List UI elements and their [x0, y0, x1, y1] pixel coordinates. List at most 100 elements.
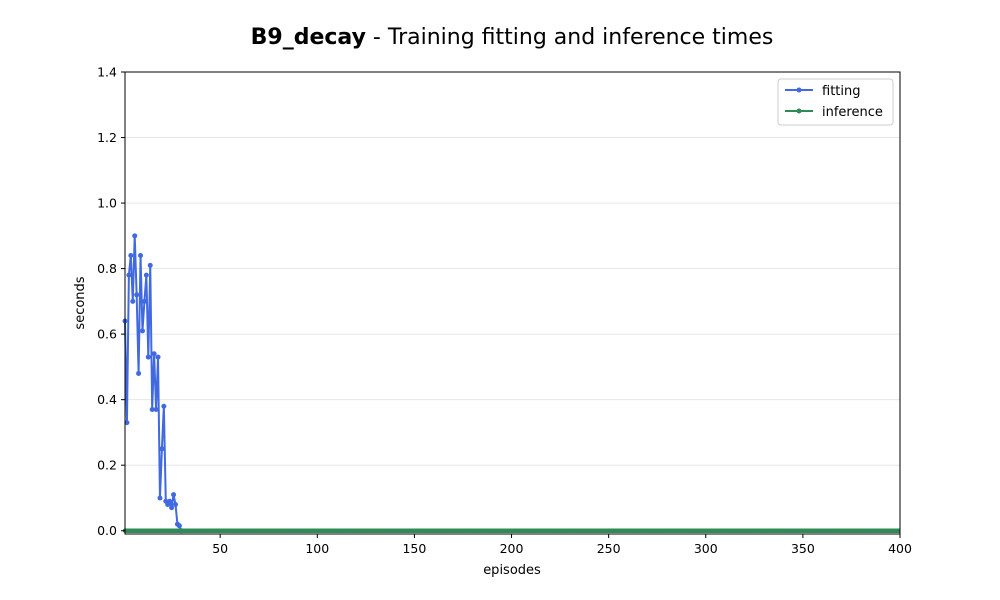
data-point-inference: [705, 528, 710, 533]
data-point-inference: [752, 528, 757, 533]
data-point-inference: [717, 528, 722, 533]
data-point-inference: [468, 528, 473, 533]
x-axis-label: episodes: [483, 563, 541, 578]
data-point-fitting: [143, 272, 149, 278]
data-point-inference: [134, 528, 139, 533]
data-point-inference: [227, 528, 233, 533]
data-point-inference: [418, 528, 423, 533]
data-point-inference: [876, 528, 881, 533]
data-point-inference: [324, 528, 330, 533]
data-point-inference: [258, 528, 264, 533]
x-tick-label: 50: [212, 541, 228, 556]
data-point-fitting: [134, 292, 140, 298]
chart-title: B9_decay - Training fitting and inferenc…: [251, 25, 774, 50]
data-point-inference: [309, 528, 314, 533]
data-point-fitting: [124, 420, 130, 426]
data-point-inference: [363, 528, 369, 533]
data-point-inference: [184, 528, 190, 533]
data-point-inference: [146, 528, 151, 533]
data-point-inference: [262, 528, 268, 533]
data-point-inference: [550, 528, 555, 533]
data-point-inference: [336, 528, 341, 533]
y-tick-label: 1.0: [97, 196, 117, 211]
data-point-inference: [169, 528, 174, 533]
data-point-fitting: [173, 502, 179, 508]
data-point-inference: [138, 528, 143, 533]
data-point-inference: [740, 528, 745, 533]
data-point-inference: [484, 528, 489, 533]
data-point-inference: [790, 528, 796, 533]
data-point-fitting: [151, 351, 157, 357]
data-point-inference: [351, 528, 357, 533]
data-point-inference: [266, 528, 271, 533]
x-tick-label: 200: [500, 541, 524, 556]
data-point-inference: [798, 528, 804, 533]
data-point-fitting: [145, 354, 151, 360]
legend-marker-inference: [796, 108, 802, 114]
data-point-inference: [282, 528, 287, 533]
legend: fitting inference: [777, 78, 894, 126]
data-point-inference: [888, 528, 893, 533]
data-point-inference: [181, 528, 186, 533]
data-point-inference: [600, 528, 606, 533]
data-point-inference: [460, 528, 466, 533]
data-point-inference: [588, 528, 594, 533]
data-point-inference: [332, 528, 337, 533]
data-point-inference: [522, 528, 528, 533]
data-point-inference: [511, 528, 516, 533]
data-point-inference: [398, 528, 404, 533]
data-point-inference: [728, 528, 734, 533]
x-tick-label: 300: [694, 541, 718, 556]
data-point-inference: [604, 528, 609, 533]
data-point-inference: [165, 528, 170, 533]
data-point-inference: [818, 528, 823, 533]
data-point-inference: [620, 528, 625, 533]
data-point-inference: [616, 528, 621, 533]
data-point-inference: [254, 528, 260, 533]
data-point-inference: [344, 528, 349, 533]
data-point-inference: [375, 528, 380, 533]
data-point-inference: [449, 528, 454, 533]
data-point-inference: [829, 528, 835, 533]
legend-label-fitting: fitting: [822, 84, 861, 99]
data-point-inference: [767, 528, 773, 533]
data-point-fitting: [128, 252, 134, 258]
data-point-inference: [643, 528, 648, 533]
data-point-inference: [340, 528, 345, 533]
data-point-inference: [464, 528, 470, 533]
data-point-inference: [732, 528, 738, 533]
data-point-fitting: [171, 492, 177, 498]
data-point-inference: [736, 528, 741, 533]
data-point-inference: [231, 528, 236, 533]
data-point-fitting: [138, 252, 144, 258]
data-point-inference: [775, 528, 780, 533]
data-point-inference: [837, 528, 842, 533]
data-point-inference: [565, 528, 571, 533]
data-point-inference: [161, 528, 167, 533]
data-point-inference: [297, 528, 303, 533]
data-point-inference: [456, 528, 462, 533]
data-point-fitting: [155, 354, 161, 360]
data-point-inference: [825, 528, 831, 533]
data-point-inference: [771, 528, 776, 533]
data-point-inference: [662, 528, 668, 533]
y-tick-label: 1.2: [97, 130, 117, 145]
data-point-inference: [212, 528, 217, 533]
data-point-inference: [208, 528, 213, 533]
data-point-fitting: [147, 262, 153, 268]
data-point-inference: [503, 528, 508, 533]
data-point-inference: [612, 528, 617, 533]
y-tick-label: 0.0: [97, 523, 117, 538]
y-tick-label: 0.6: [97, 327, 117, 342]
data-point-inference: [515, 528, 520, 533]
data-point-inference: [542, 528, 547, 533]
data-point-inference: [371, 528, 376, 533]
data-point-inference: [655, 528, 660, 533]
data-point-inference: [658, 528, 664, 533]
y-axis-label: seconds: [73, 276, 88, 329]
data-point-inference: [126, 528, 132, 533]
data-point-inference: [849, 528, 854, 533]
data-point-inference: [192, 528, 198, 533]
data-point-inference: [573, 528, 578, 533]
data-point-inference: [476, 528, 481, 533]
